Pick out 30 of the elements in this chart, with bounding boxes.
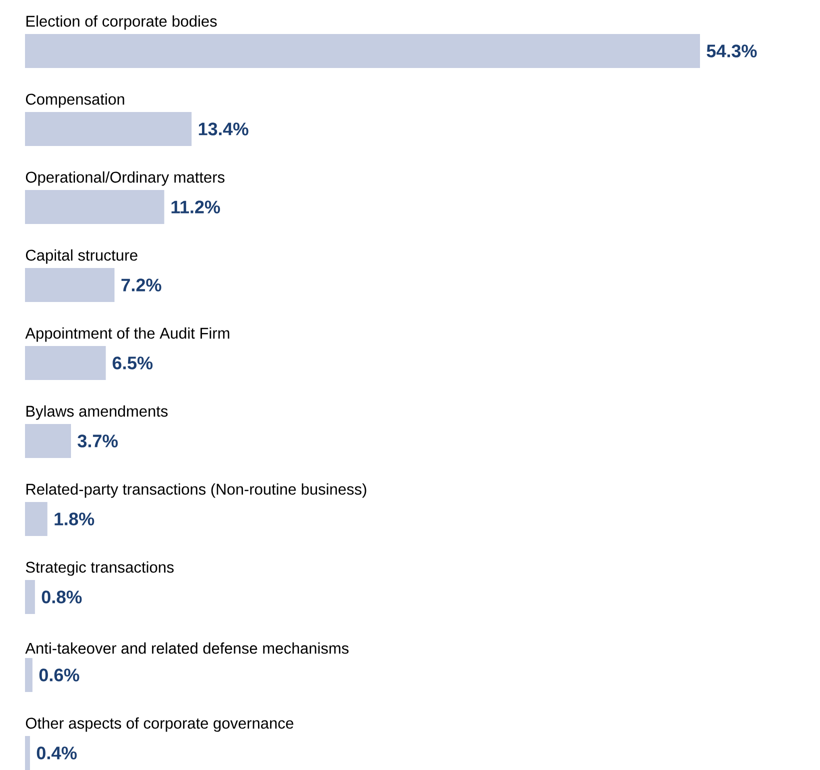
y-tick-label: Compensation <box>26 93 124 108</box>
bar <box>25 112 192 146</box>
data-label: 54.3% <box>706 44 757 58</box>
data-label: 1.8% <box>54 512 94 526</box>
data-label: 13.4% <box>198 122 248 136</box>
bar <box>25 736 30 770</box>
bar <box>25 580 35 614</box>
data-label: 0.4% <box>36 746 77 760</box>
y-tick-label: Other aspects of corporate governance <box>26 717 294 732</box>
y-tick-label: Strategic transactions <box>26 561 174 576</box>
y-tick-label: Bylaws amendments <box>26 405 168 420</box>
data-label: 3.7% <box>78 434 118 448</box>
y-tick-label: Appointment of the Audit Firm <box>25 327 230 342</box>
bar <box>25 34 700 68</box>
y-tick-label: Related-party transactions (Non-routine business) <box>26 483 366 498</box>
data-label: 0.6% <box>39 668 80 682</box>
bar <box>25 190 164 224</box>
data-label: 11.2% <box>172 200 220 214</box>
y-tick-label: Capital structure <box>26 249 138 264</box>
bar <box>25 658 32 692</box>
y-tick-label: Operational/Ordinary matters <box>26 171 224 186</box>
data-label: 6.5% <box>112 356 153 370</box>
y-tick-label: Election of corporate bodies <box>26 15 217 30</box>
data-label: 0.8% <box>42 590 82 604</box>
bar <box>25 424 71 458</box>
bar <box>25 268 115 302</box>
bar <box>25 346 106 380</box>
bar <box>25 502 48 536</box>
data-label: 7.2% <box>121 278 162 292</box>
y-tick-label: Anti-takeover and related defense mechanisms <box>25 642 349 654</box>
